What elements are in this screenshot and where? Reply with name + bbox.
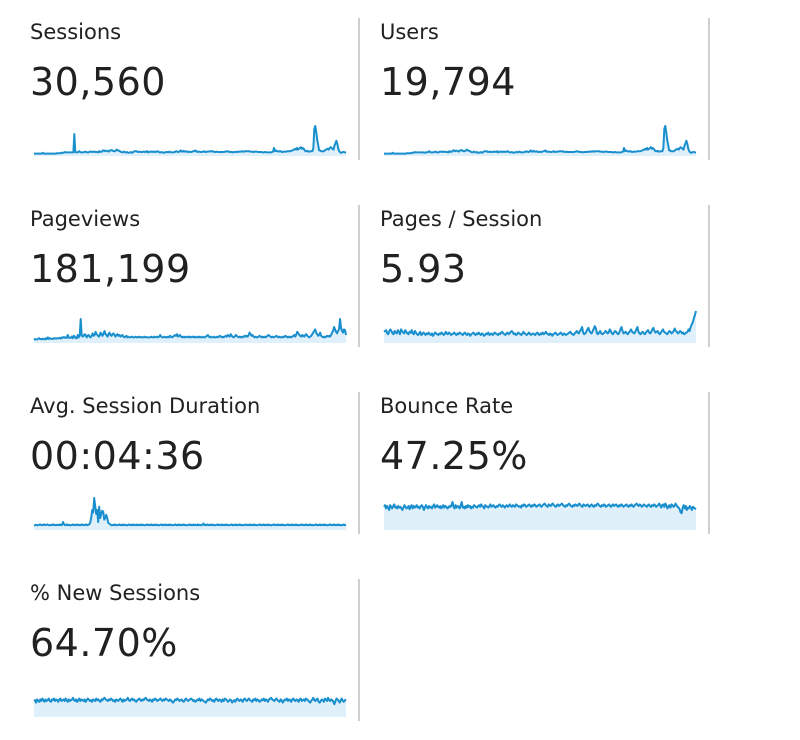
column-divider [358,18,360,160]
sparkline-line [34,698,346,704]
sparkline-line [34,319,346,340]
sparkline-area [384,311,696,343]
metric-card-users[interactable]: Users 19,794 [380,20,710,164]
metric-value-avg-session-duration: 00:04:36 [30,434,205,478]
column-divider [708,392,710,534]
metric-value-sessions: 30,560 [30,60,166,104]
metric-label-sessions: Sessions [30,20,122,44]
metric-value-pageviews: 181,199 [30,247,191,291]
metric-value-bounce-rate: 47.25% [380,434,528,478]
metric-card-new-sessions[interactable]: % New Sessions 64.70% [30,581,360,725]
sparkline-line [34,126,346,154]
sparkline-line [384,502,696,513]
metric-label-pages-per-session: Pages / Session [380,207,543,231]
sparkline-area [384,502,696,530]
metric-card-pageviews[interactable]: Pageviews 181,199 [30,207,360,351]
sparkline-line [384,311,696,336]
column-divider [708,18,710,160]
metric-label-new-sessions: % New Sessions [30,581,201,605]
column-divider [708,205,710,347]
sparkline-new-sessions [34,677,346,717]
sparkline-sessions [34,116,346,156]
sparkline-bounce-rate [384,490,696,530]
sparkline-pages-per-session [384,303,696,343]
metric-card-pages-per-session[interactable]: Pages / Session 5.93 [380,207,710,351]
sparkline-line [384,126,696,154]
metric-label-users: Users [380,20,439,44]
sparkline-area [34,319,346,343]
metric-label-bounce-rate: Bounce Rate [380,394,514,418]
metric-value-pages-per-session: 5.93 [380,247,467,291]
column-divider [358,205,360,347]
column-divider [358,392,360,534]
column-divider [358,579,360,721]
metric-label-avg-session-duration: Avg. Session Duration [30,394,261,418]
sparkline-avg-session-duration [34,490,346,530]
metric-label-pageviews: Pageviews [30,207,141,231]
metric-value-new-sessions: 64.70% [30,621,178,665]
sparkline-line [34,498,346,525]
metric-value-users: 19,794 [380,60,516,104]
sparkline-pageviews [34,303,346,343]
sparkline-users [384,116,696,156]
metric-card-avg-session-duration[interactable]: Avg. Session Duration 00:04:36 [30,394,360,538]
metric-card-bounce-rate[interactable]: Bounce Rate 47.25% [380,394,710,538]
metric-card-sessions[interactable]: Sessions 30,560 [30,20,360,164]
